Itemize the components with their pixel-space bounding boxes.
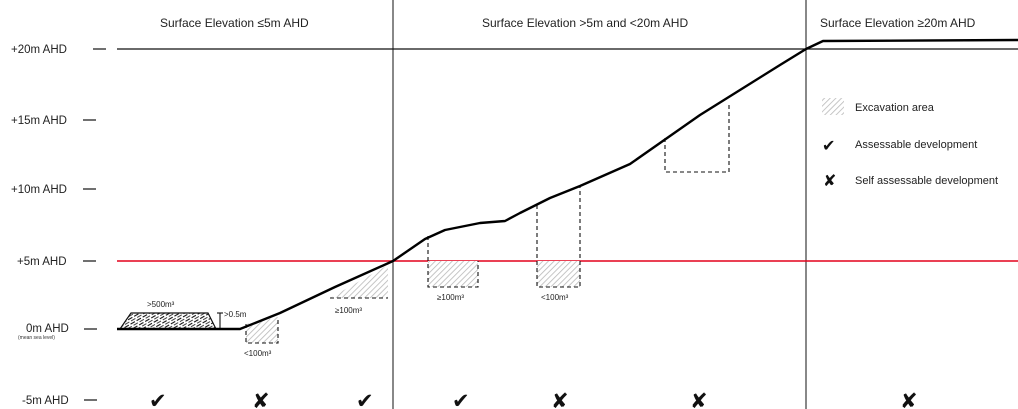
legend-excavation-swatch (822, 98, 844, 115)
cross-mark-icon: ✘ (823, 171, 836, 190)
legend-self-assessable-label: Self assessable development (855, 175, 998, 187)
outcome-mark-5: ✘ (551, 389, 569, 409)
excavation-outline-5 (664, 104, 730, 173)
excavation-outline-1 (245, 317, 279, 344)
excavation-volume-1: <100m³ (244, 349, 272, 358)
check-mark-icon: ✔ (822, 136, 835, 155)
level-label-10: +10m AHD (11, 184, 67, 196)
level-label-0-note: (mean sea level) (18, 335, 55, 341)
fill-height-label: >0.5m (224, 310, 247, 319)
level-label-0: 0m AHD (26, 323, 69, 335)
outcome-mark-1: ✔ (149, 389, 167, 409)
fill-mound (118, 312, 217, 330)
outcome-mark-7: ✘ (900, 389, 918, 409)
level-label-5: +5m AHD (17, 256, 67, 268)
outcome-mark-6: ✘ (690, 389, 708, 409)
level-label-15: +15m AHD (11, 115, 67, 127)
outcome-mark-4: ✔ (452, 389, 470, 409)
excavation-area-3 (428, 261, 478, 287)
outcome-mark-2: ✘ (252, 389, 270, 409)
legend-assessable-label: Assessable development (855, 139, 977, 151)
zone-title-low: Surface Elevation ≤5m AHD (160, 16, 309, 30)
level-label-20: +20m AHD (11, 44, 67, 56)
excavation-area-4 (537, 261, 580, 287)
zone-title-high: Surface Elevation ≥20m AHD (820, 16, 976, 30)
excavation-area-2 (330, 265, 388, 298)
level-label-minus-5: -5m AHD (22, 395, 69, 407)
excavation-volume-4: <100m³ (541, 293, 569, 302)
outcome-mark-3: ✔ (356, 389, 374, 409)
excavation-outline-4 (536, 186, 581, 288)
excavation-outline-3 (427, 236, 479, 288)
ground-profile (117, 38, 1018, 331)
fill-volume-label: >500m³ (147, 300, 175, 309)
legend-excavation-label: Excavation area (855, 102, 935, 114)
zone-title-mid: Surface Elevation >5m and <20m AHD (482, 16, 688, 30)
excavation-volume-2: ≥100m³ (335, 306, 362, 315)
excavation-volume-3: ≥100m³ (437, 293, 464, 302)
